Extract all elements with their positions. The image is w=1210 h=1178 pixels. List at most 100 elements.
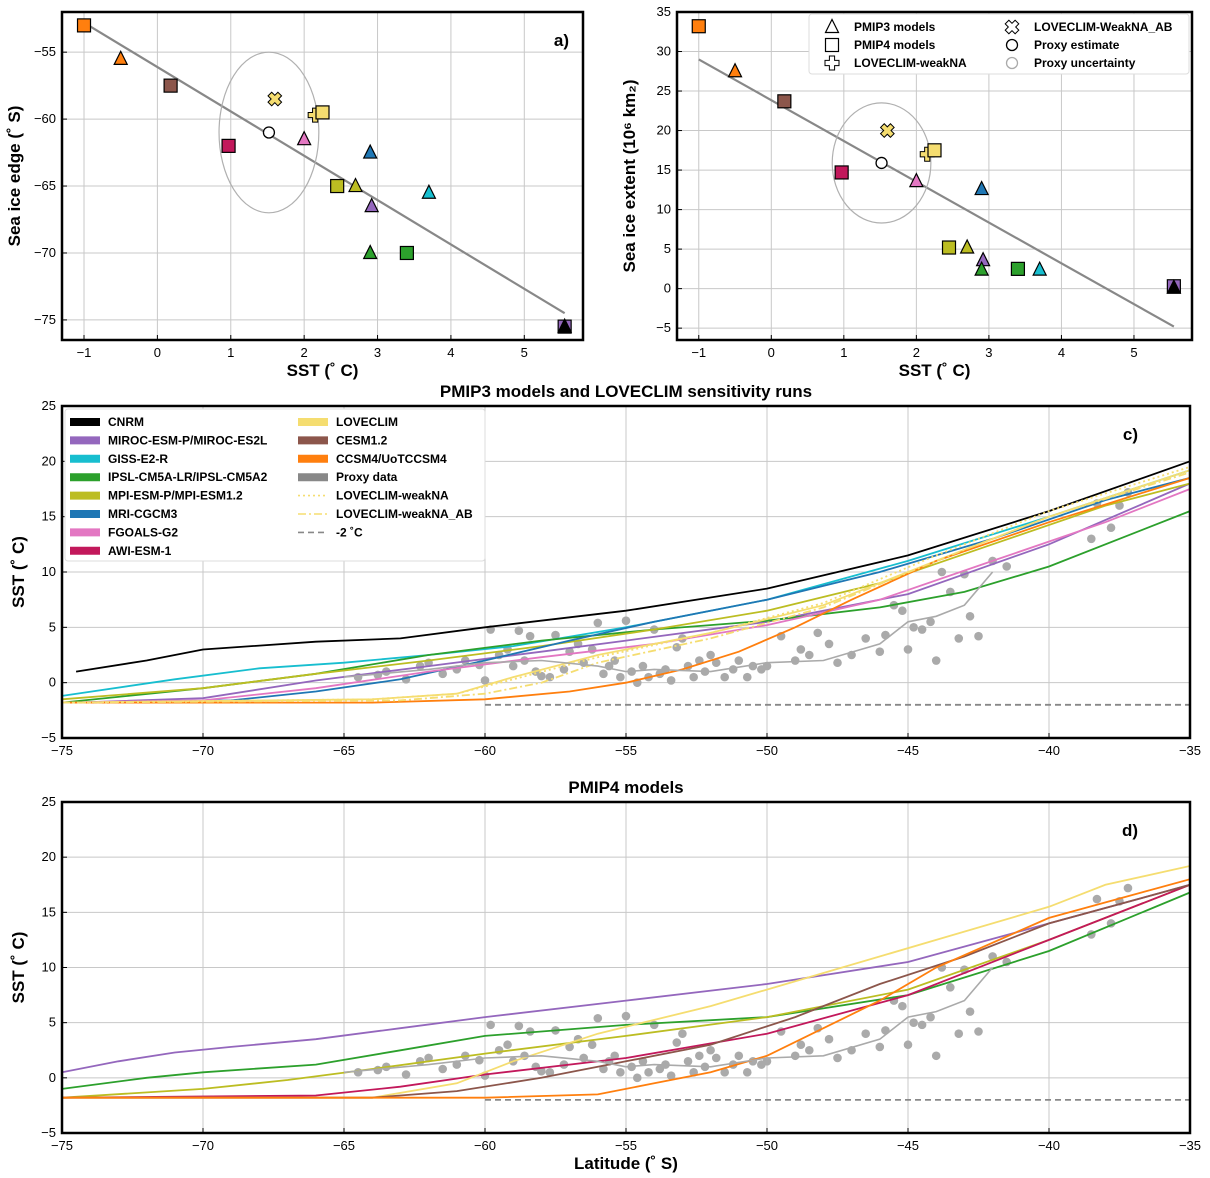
x-tick-label: −65 [333,1138,355,1153]
legend-label: CCSM4/UoTCCSM4 [336,452,447,466]
proxy-data-point [438,669,448,679]
proxy-data-point [734,1051,744,1061]
point-ipsl-square [399,245,414,261]
proxy-data-point [695,1051,704,1061]
proxy-data-point [796,645,806,654]
proxy-data-point [875,647,885,656]
x-tick-label: −60 [474,743,496,758]
proxy-data-point [480,676,490,685]
legend-marker-4 [1005,38,1019,52]
plot-frame [60,404,1192,740]
x-tick-label: −75 [51,743,73,758]
y-tick-label: 0 [664,281,671,296]
proxy-data-point [909,1018,918,1027]
proxy-data-point [824,639,834,649]
y-tick-label: 15 [657,162,671,177]
proxy-data-point [711,1053,721,1063]
series-line-loveclim-weakna-ab [62,471,1190,704]
legend-marker-2 [824,55,840,71]
panel-title: PMIP4 models [568,778,683,797]
proxy-data-point [494,1045,504,1055]
point-mri-triangle [362,143,378,159]
proxy-data-point [805,650,814,660]
y-tick-label: 0 [49,675,56,690]
proxy-estimate-point [875,156,888,170]
proxy-data-point [824,1034,834,1044]
legend-label: LOVECLIM [336,415,398,429]
x-tick-label: 4 [1058,345,1065,360]
proxy-data-point [559,665,569,674]
legend-marker-5 [1005,56,1019,70]
x-tick-label: −45 [897,743,919,758]
proxy-data-point [965,1007,975,1016]
legend-b: PMIP3 models PMIP4 models LOVECLIM-weakNA L… [808,13,1190,75]
x-tick-label: −70 [192,1138,214,1153]
proxy-uncertainty-circle [831,102,932,224]
panel-d: −75 −70 −65 −60 −55 −50 −45 −40 −35−50510152025P… [9,778,1201,1173]
plot-frame [60,10,585,342]
x-tick-label: 1 [840,345,847,360]
proxy-data-point [790,1051,800,1061]
series-line-mpi-esm1-2 [62,883,1190,1099]
y-tick-label: 5 [49,619,56,634]
y-tick-label: 0 [49,1070,56,1085]
x-tick-label: 1 [227,345,234,360]
proxy-data-point [525,631,535,641]
proxy-data-point [1087,534,1096,544]
series-line-awi-esm-1 [62,883,1190,1099]
series-line-miroc-es2l [62,883,1190,1074]
legend-label: MPI-ESM-P/MPI-ESM1.2 [108,489,243,503]
proxy-data-point [508,661,518,671]
x-tick-label: 0 [154,345,161,360]
legend-box [64,408,486,562]
proxy-data-point [353,1068,363,1077]
legend-label: IPSL-CM5A-LR/IPSL-CM5A2 [108,470,268,484]
proxy-data-point [813,628,823,638]
plot-area-c [62,460,1190,706]
regression-line [83,21,566,315]
series-line-loveclim [62,865,1190,1099]
x-tick-label: 2 [913,345,920,360]
x-tick-label: 2 [301,345,308,360]
x-tick-label: 5 [521,345,528,360]
proxy-data-point [790,656,800,665]
point-giss-triangle [1032,260,1048,276]
point-giss-triangle [421,183,437,199]
series-line-cesm1-2 [62,883,1190,1099]
point-loveclim-cross [879,123,895,139]
proxy-data-point [452,1060,462,1069]
plot-frame [60,800,1192,1135]
panel-label: d) [1122,821,1138,840]
proxy-data-point [954,1029,964,1038]
proxy-data-point [672,642,682,652]
proxy-data-point [438,1064,448,1074]
proxy-data-point [805,1045,814,1055]
point-cnrm-triangle [1166,278,1182,294]
proxy-data-point [666,1071,676,1080]
y-tick-label: −5 [656,320,671,335]
x-tick-label: −50 [756,743,778,758]
proxy-data-point [728,665,738,674]
x-tick-label: 4 [447,345,454,360]
legend-marker-0 [824,18,840,34]
legend-label: GISS-E2-R [108,452,168,466]
proxy-data-point [931,656,941,665]
proxy-data-point [1092,894,1102,904]
legend-label: -2 ˚C [336,525,363,539]
proxy-data-point [742,1068,752,1077]
proxy-data-point [593,618,603,628]
proxy-estimate-point [262,126,276,139]
proxy-data-point [610,1051,620,1061]
point-cnrm-triangle [557,317,573,333]
series-line-proxy-data [343,571,994,678]
y-tick-label: 25 [42,794,56,809]
point-ipsl-triangle [974,260,990,276]
legend-marker-1 [824,37,840,53]
point-mri-triangle [974,180,990,196]
proxy-data-point [475,1055,484,1065]
proxy-data-point [1002,562,1011,571]
plot-area-d [62,865,1190,1101]
point-ccsm4-square [76,18,92,33]
point-ipsl-triangle [362,244,378,260]
